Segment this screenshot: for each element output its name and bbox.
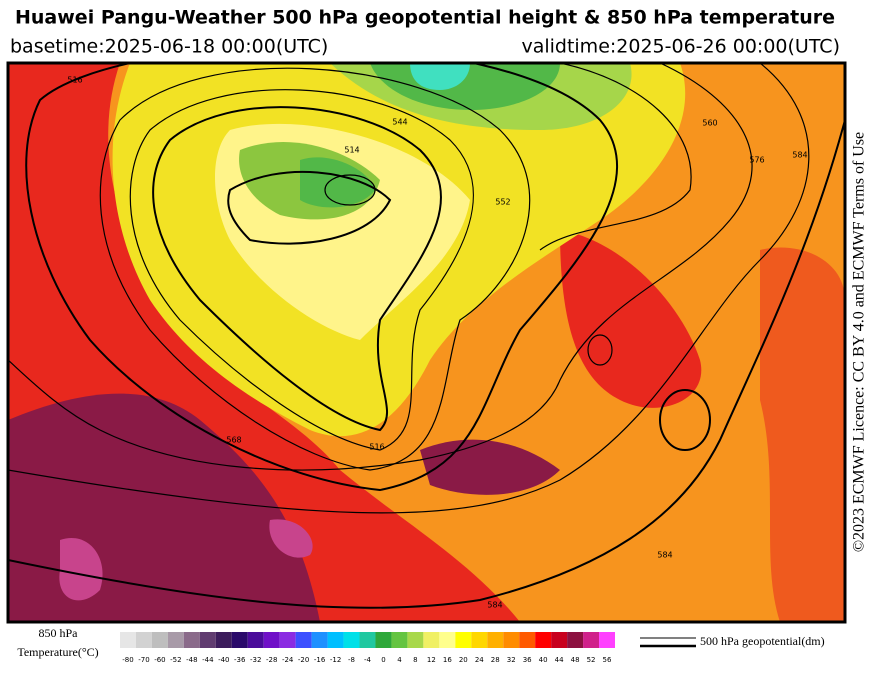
color-swatch [311,632,328,648]
colorbar-label: -8 [348,656,355,664]
color-swatch [407,632,424,648]
color-swatch [135,632,152,648]
colorbar-label: 44 [555,656,564,664]
color-swatch [503,632,520,648]
colorbar-label: -60 [154,656,165,664]
color-swatch [471,632,488,648]
color-swatch [519,632,536,648]
color-swatch [375,632,392,648]
color-swatch [183,632,200,648]
colorbar-label: 0 [381,656,385,664]
color-swatch [247,632,264,648]
color-swatch [535,632,552,648]
color-swatch [599,632,615,648]
colorbar-label: -52 [170,656,181,664]
colorbar-label: 24 [475,656,484,664]
basetime: basetime:2025-06-18 00:00(UTC) [10,36,328,58]
color-swatch [343,632,360,648]
contour-label: 516 [369,443,384,452]
color-swatch [551,632,568,648]
contour-label: 544 [392,118,407,127]
colorbar-label: -44 [202,656,214,664]
colorbar-label: 20 [459,656,468,664]
map: 516 514 544 552 560 576 584 568 516 584 584 [6,61,847,624]
colorbar: -80 -70 -60 -52 -48 -44 -40 -36 -32 -28 -24 -20 -16-… [120,632,615,664]
color-swatch [583,632,600,648]
colorbar-label: 48 [571,656,580,664]
colorbar-label: 36 [523,656,532,664]
colorbar-label: -12 [330,656,341,664]
contour-label: 576 [749,156,764,165]
colorbar-label: -80 [122,656,133,664]
colorbar-label: -4 [364,656,372,664]
color-swatch [423,632,440,648]
colorbar-label: -70 [138,656,149,664]
color-swatch [327,632,344,648]
contour-label: 584 [657,551,672,560]
colorbar-label: -20 [298,656,309,664]
color-swatch [279,632,296,648]
colorbar-label: 52 [587,656,596,664]
contour-legend: 500 hPa geopotential(dm) [700,634,825,648]
colorbar-label: 16 [443,656,452,664]
contour-label: 514 [344,146,359,155]
color-swatch [215,632,232,648]
color-swatch [199,632,216,648]
legend-title: 850 hPa [39,626,79,640]
colorbar-label: 8 [413,656,417,664]
colorbar-label: 28 [491,656,500,664]
colorbar-label: -16 [314,656,326,664]
contour-label: 584 [487,601,502,610]
color-swatch [120,632,136,648]
colorbar-label: -28 [266,656,277,664]
credit: ©2023 ECMWF Licence: CC BY 4.0 and ECMWF… [851,132,868,552]
color-swatch [455,632,472,648]
legend-title: Temperature(°C) [17,645,98,659]
color-swatch [487,632,504,648]
color-swatch [295,632,312,648]
color-swatch [567,632,584,648]
colorbar-label: -36 [234,656,246,664]
colorbar-label: 40 [539,656,548,664]
contour-label: 516 [67,76,82,85]
colorbar-label: 12 [427,656,436,664]
title: Huawei Pangu-Weather 500 hPa geopotentia… [15,7,835,29]
colorbar-label: -32 [250,656,261,664]
color-swatch [439,632,456,648]
validtime: validtime:2025-06-26 00:00(UTC) [521,36,840,58]
colorbar-label: 4 [397,656,402,664]
color-swatch [151,632,168,648]
colorbar-label: -40 [218,656,229,664]
color-swatch [263,632,280,648]
color-swatch [391,632,408,648]
colorbar-label: 32 [507,656,516,664]
colorbar-label: 56 [603,656,612,664]
contour-label: 552 [495,198,510,207]
contour-label: 560 [702,119,717,128]
colorbar-label: -24 [282,656,294,664]
colorbar-label: -48 [186,656,197,664]
color-swatch [167,632,184,648]
color-swatch [231,632,248,648]
contour-label: 584 [792,151,807,160]
color-swatch [359,632,376,648]
contour-label: 568 [226,436,241,445]
